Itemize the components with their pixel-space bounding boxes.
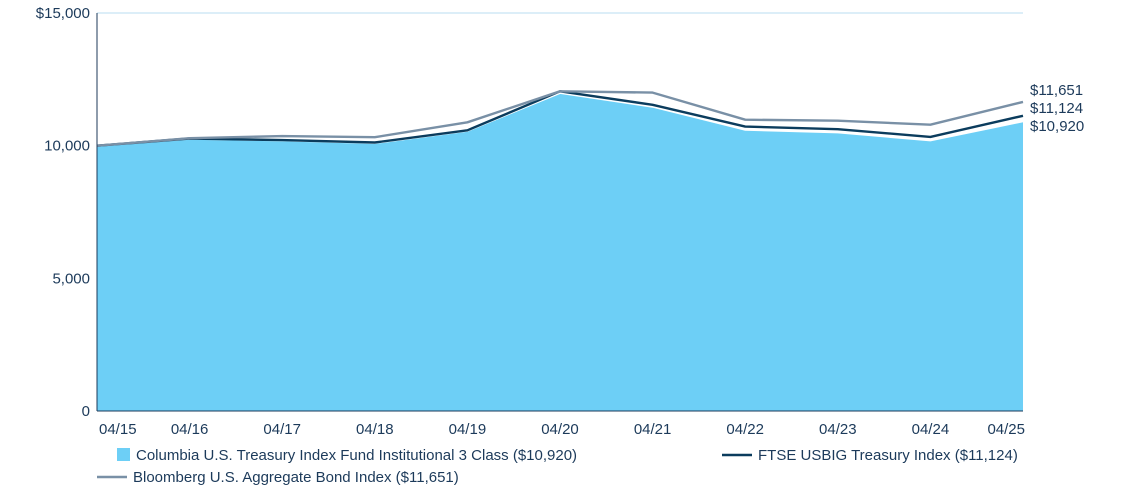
x-tick-label: 04/23 [819, 421, 857, 438]
x-tick-label: 04/16 [171, 421, 209, 438]
x-tick-label: 04/19 [449, 421, 487, 438]
end-value-label: $11,651 [1030, 82, 1083, 99]
x-tick-label: 04/17 [263, 421, 301, 438]
legend-label: FTSE USBIG Treasury Index ($11,124) [758, 447, 1018, 464]
x-tick-label: 04/22 [726, 421, 764, 438]
y-tick-label: $15,000 [36, 5, 90, 22]
y-tick-label: 0 [82, 403, 90, 420]
line-series-2 [96, 90, 1024, 147]
axes: 0 5,000 10,000 $15,000 04/15 04/16 04/17 04/18 0… [36, 5, 1025, 438]
legend-item: Columbia U.S. Treasury Index Fund Instit… [117, 447, 577, 464]
x-tick-label: 04/15 [99, 421, 137, 438]
legend: Columbia U.S. Treasury Index Fund Instit… [97, 447, 1018, 486]
end-value-label: $10,920 [1030, 118, 1084, 135]
x-tick-label: 04/18 [356, 421, 394, 438]
x-tick-label: 04/20 [541, 421, 579, 438]
line-series [96, 90, 1024, 147]
legend-label: Bloomberg U.S. Aggregate Bond Index ($11… [133, 469, 459, 486]
x-tick-label: 04/24 [912, 421, 950, 438]
end-labels: $11,651$11,124$10,920 [1030, 82, 1084, 135]
legend-item: FTSE USBIG Treasury Index ($11,124) [722, 447, 1018, 464]
legend-swatch [117, 448, 130, 461]
x-tick-label: 04/25 [987, 421, 1025, 438]
legend-label: Columbia U.S. Treasury Index Fund Instit… [136, 447, 577, 464]
end-value-label: $11,124 [1030, 100, 1083, 117]
x-tick-label: 04/21 [634, 421, 672, 438]
y-tick-label: 10,000 [44, 138, 90, 155]
legend-item: Bloomberg U.S. Aggregate Bond Index ($11… [97, 469, 459, 486]
y-tick-label: 5,000 [52, 270, 90, 287]
area-series [96, 91, 1024, 412]
area-series-fill [97, 92, 1023, 412]
